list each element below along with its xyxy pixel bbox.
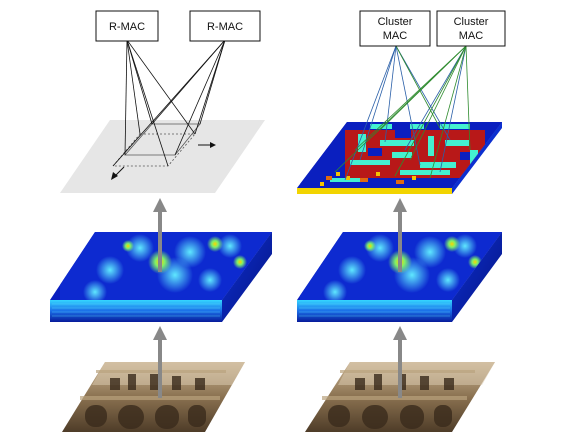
left-arrow-features-to-pooling bbox=[153, 198, 167, 272]
right-cluster-lines-blue bbox=[344, 45, 467, 181]
cluster-mac-box-2: Cluster MAC bbox=[436, 10, 506, 47]
cluster-mac-label-1-line1: Cluster bbox=[378, 16, 413, 28]
right-cluster-lines-green bbox=[334, 45, 471, 179]
left-arrow-photo-to-features bbox=[153, 326, 167, 398]
cluster-mac-label-2-line1: Cluster bbox=[454, 16, 489, 28]
right-cluster-plane bbox=[297, 122, 502, 194]
cluster-mac-box-1: Cluster MAC bbox=[359, 10, 431, 47]
left-region-lines bbox=[112, 39, 226, 167]
r-mac-label-1: R-MAC bbox=[109, 21, 145, 33]
cluster-mac-label-1-line2: MAC bbox=[383, 30, 408, 42]
r-mac-label-2: R-MAC bbox=[207, 21, 243, 33]
cluster-mac-label-2-line2: MAC bbox=[459, 30, 484, 42]
left-pooling-plane bbox=[60, 120, 265, 193]
r-mac-box-1: R-MAC bbox=[95, 10, 159, 42]
right-arrow-features-to-cluster bbox=[393, 198, 407, 272]
left-photo-image bbox=[62, 362, 245, 432]
right-arrow-photo-to-features bbox=[393, 326, 407, 398]
left-feature-map bbox=[50, 232, 272, 322]
r-mac-box-2: R-MAC bbox=[189, 10, 261, 42]
right-feature-map bbox=[297, 232, 502, 322]
